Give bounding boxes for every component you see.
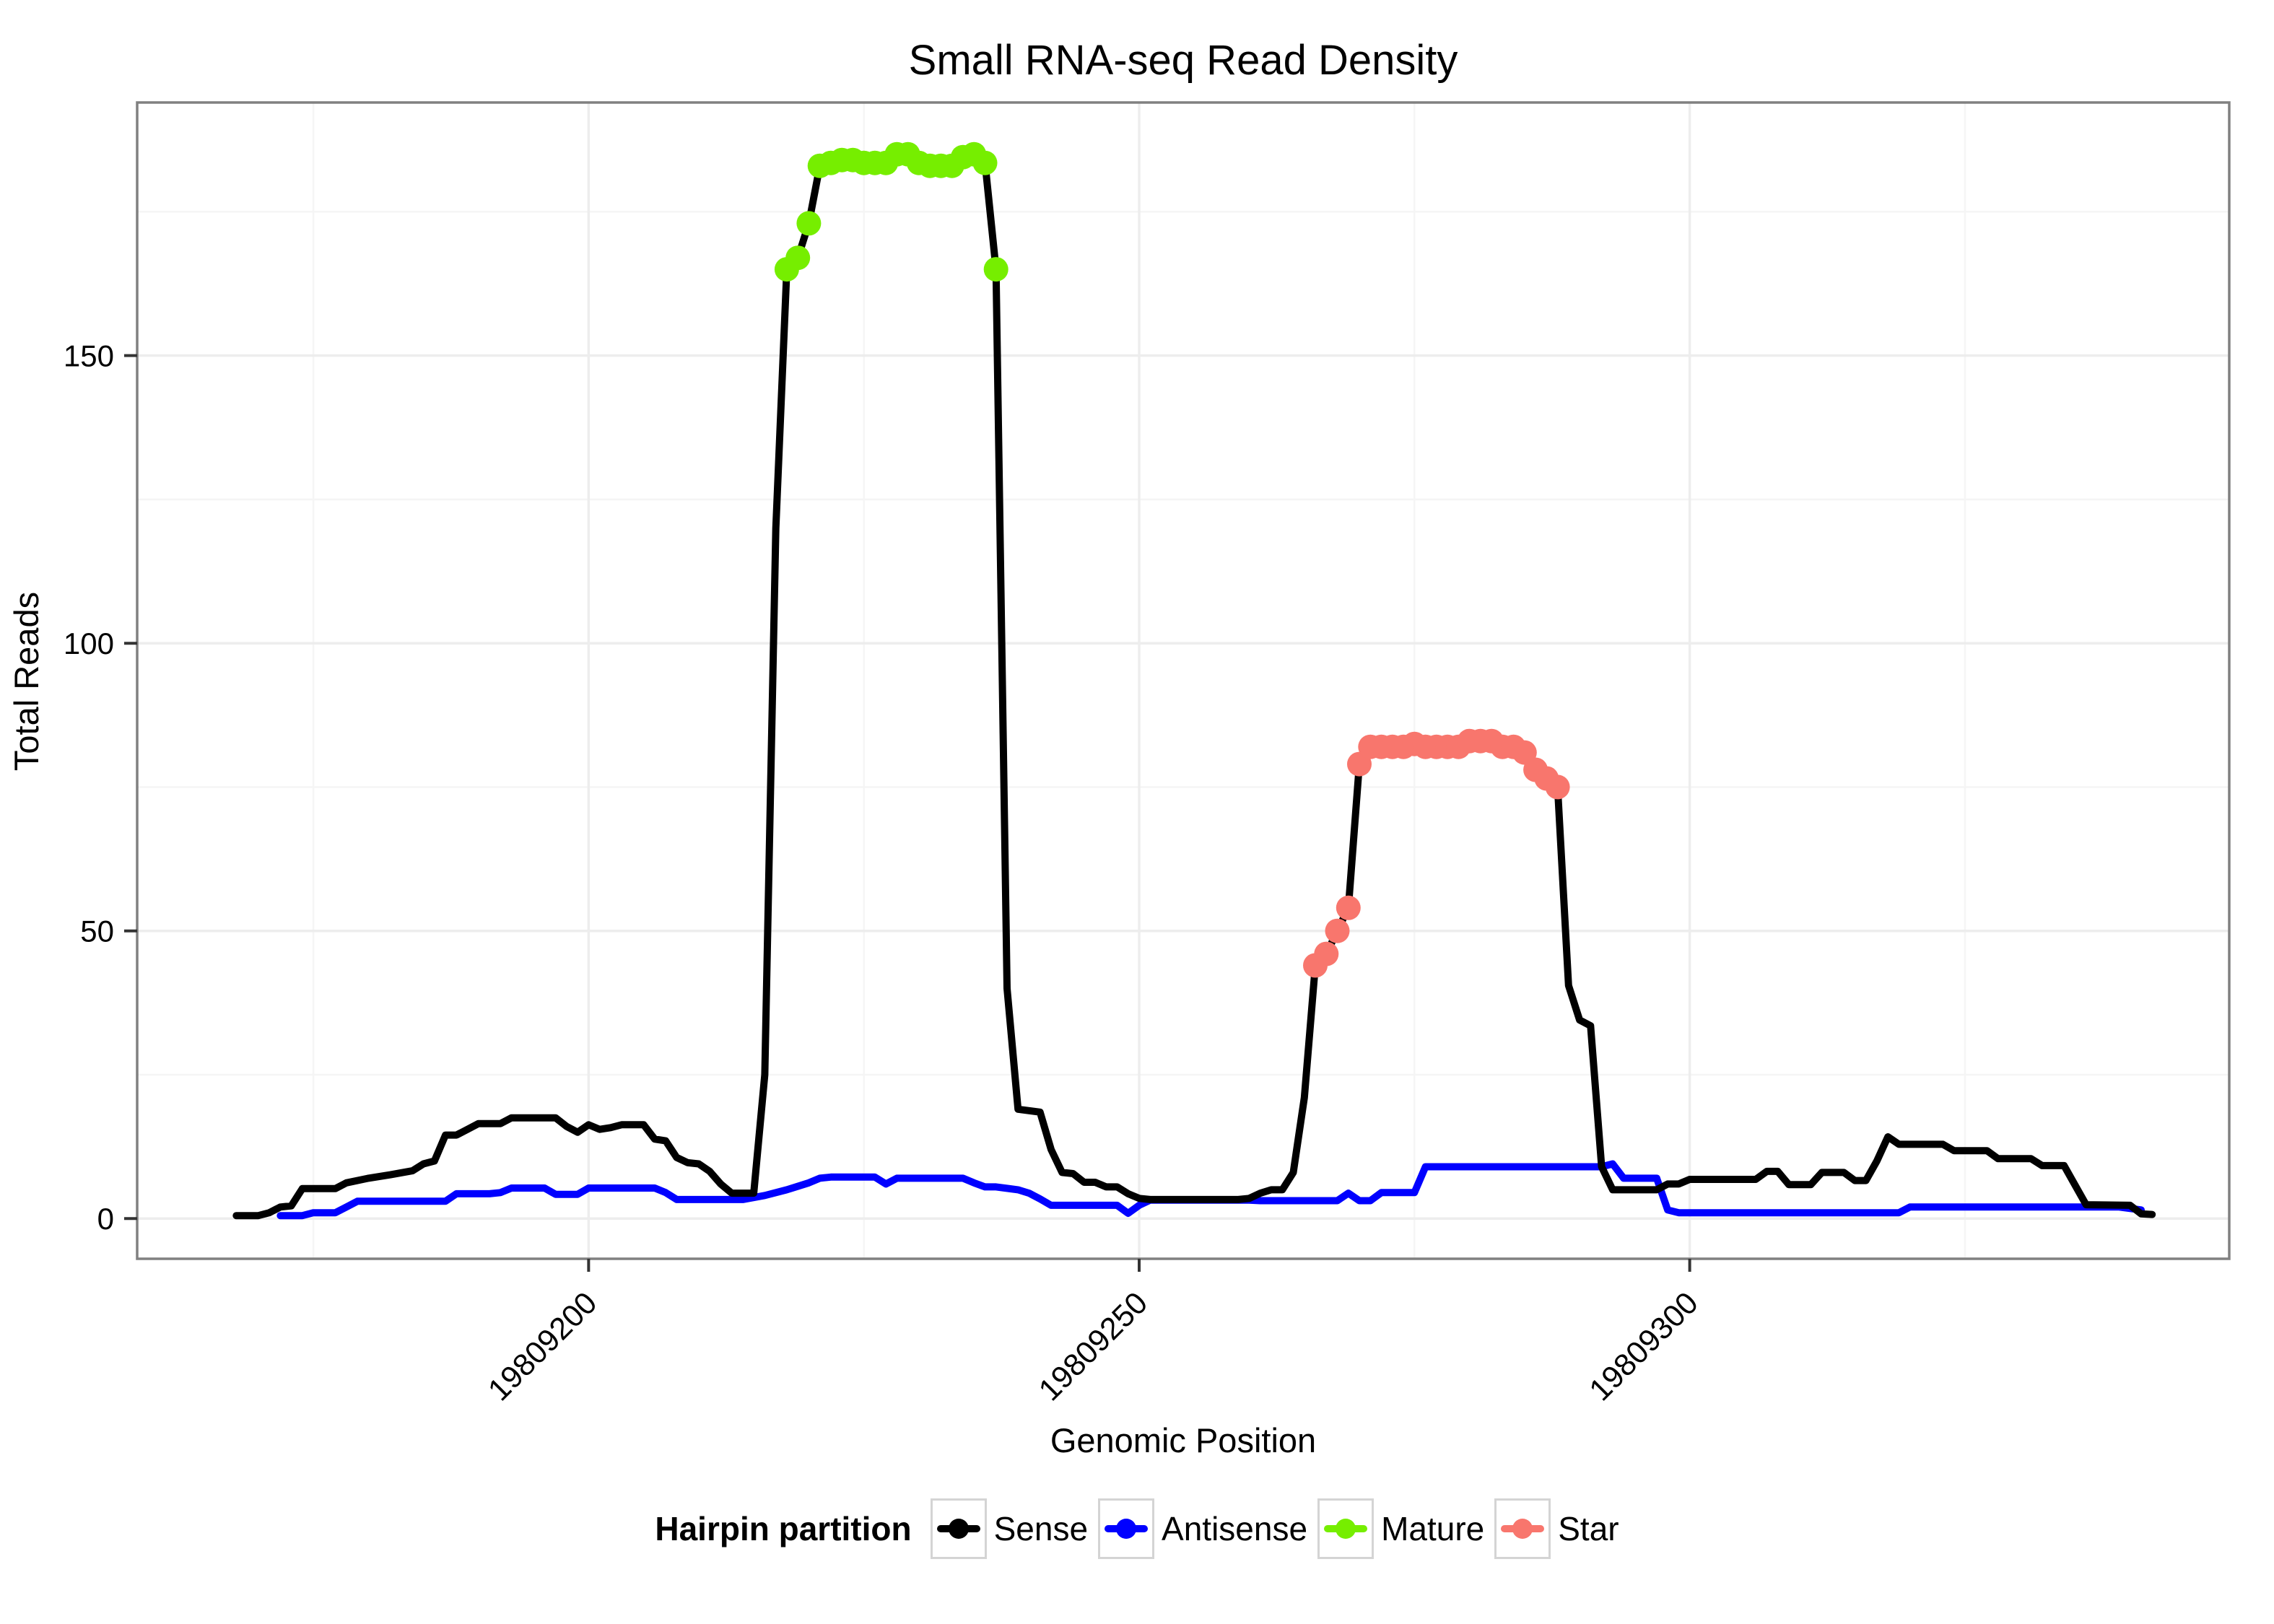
legend-label-mature: Mature bbox=[1381, 1510, 1485, 1547]
legend: Hairpin partition Sense Antisense Mature bbox=[0, 1498, 2274, 1559]
svg-text:50: 50 bbox=[80, 914, 114, 948]
legend-key-antisense-icon bbox=[1098, 1498, 1155, 1559]
legend-key-sense-icon bbox=[930, 1498, 987, 1559]
svg-text:100: 100 bbox=[64, 627, 114, 660]
x-axis-title: Genomic Position bbox=[1050, 1421, 1317, 1459]
svg-text:0: 0 bbox=[97, 1202, 114, 1236]
legend-item-sense: Sense bbox=[930, 1498, 1089, 1559]
legend-label-star: Star bbox=[1558, 1510, 1619, 1547]
legend-dot-swatch bbox=[1336, 1519, 1356, 1539]
svg-text:19809200: 19809200 bbox=[482, 1285, 604, 1407]
legend-label-sense: Sense bbox=[993, 1510, 1089, 1547]
svg-text:19809300: 19809300 bbox=[1582, 1285, 1704, 1407]
legend-key-mature-icon bbox=[1317, 1498, 1375, 1559]
legend-item-antisense: Antisense bbox=[1098, 1498, 1307, 1559]
legend-dot-swatch bbox=[948, 1519, 969, 1539]
legend-dot-swatch bbox=[1512, 1519, 1533, 1539]
svg-text:19809250: 19809250 bbox=[1032, 1285, 1154, 1407]
chart-title: Small RNA-seq Read Density bbox=[908, 37, 1458, 84]
legend-label-antisense: Antisense bbox=[1162, 1510, 1308, 1547]
legend-dot-swatch bbox=[1116, 1519, 1137, 1539]
legend-item-star: Star bbox=[1494, 1498, 1619, 1559]
svg-text:150: 150 bbox=[64, 339, 114, 373]
legend-key-star-icon bbox=[1494, 1498, 1551, 1559]
legend-item-mature: Mature bbox=[1317, 1498, 1484, 1559]
legend-title: Hairpin partition bbox=[655, 1510, 912, 1547]
y-axis-title: Total Reads bbox=[7, 591, 45, 772]
